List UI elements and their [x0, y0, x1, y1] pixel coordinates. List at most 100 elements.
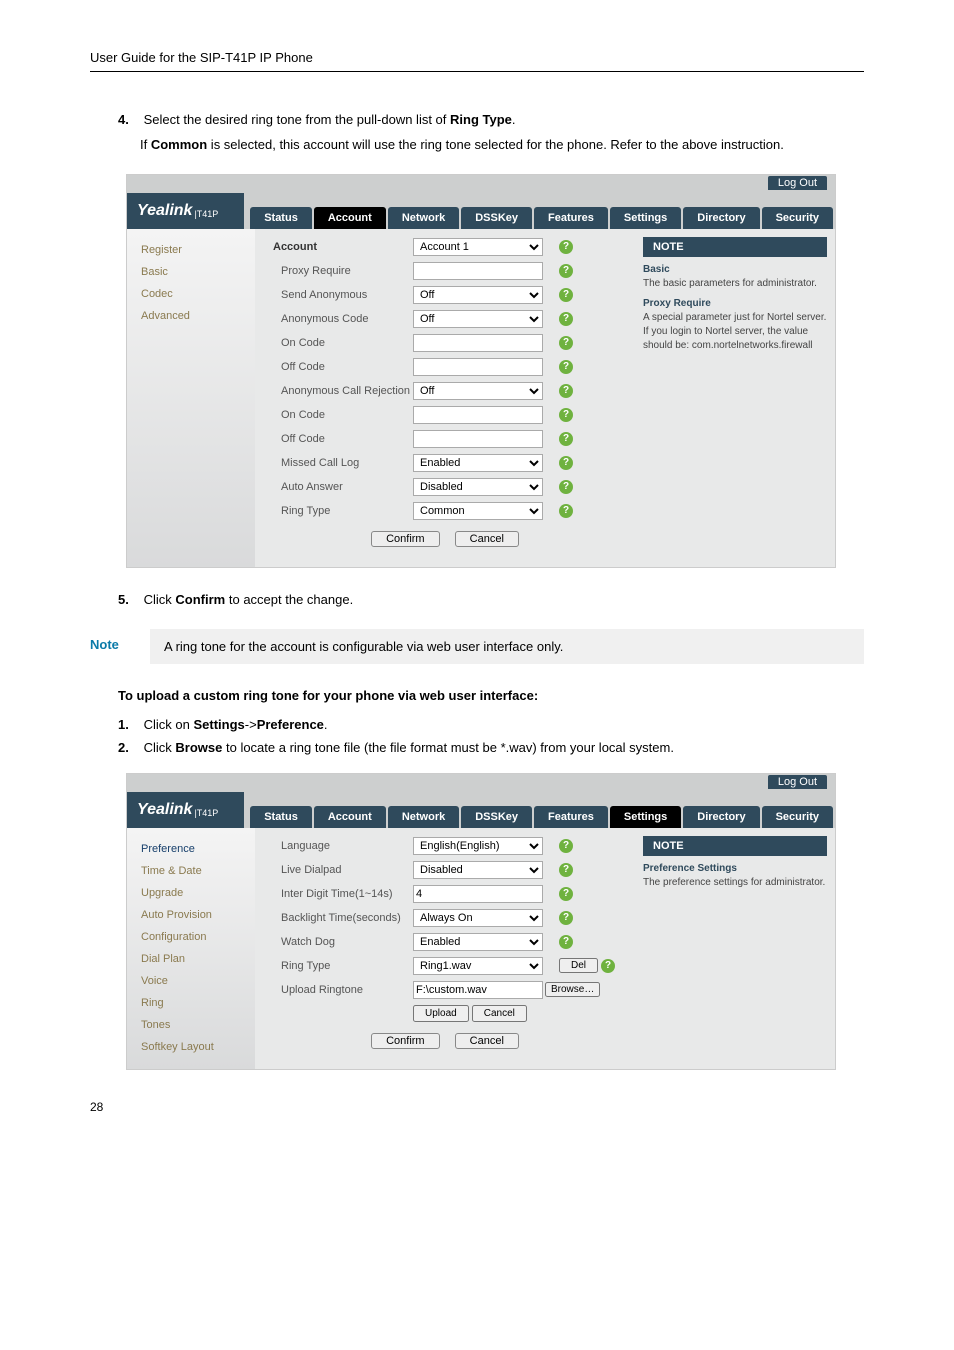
tab-account[interactable]: Account [314, 207, 386, 229]
confirm-button-2[interactable]: Confirm [371, 1033, 440, 1049]
cancel-button-3[interactable]: Cancel [455, 1033, 519, 1049]
logout-link-2[interactable]: Log Out [768, 775, 827, 789]
input-inter[interactable] [413, 885, 543, 903]
sel-account[interactable]: Account 1 [413, 238, 543, 256]
sel-live[interactable]: Disabled [413, 861, 543, 879]
sidebar-codec[interactable]: Codec [127, 283, 255, 305]
input-oncode[interactable] [413, 334, 543, 352]
logout-link[interactable]: Log Out [768, 176, 827, 190]
tab-network[interactable]: Network [388, 207, 459, 229]
step-5-text: Click Confirm to accept the change. [144, 592, 354, 607]
help-icon[interactable]: ? [559, 336, 573, 350]
tab-account-2[interactable]: Account [314, 806, 386, 828]
screenshot-account: Log Out Yealink |T41P Status Account Net… [126, 174, 836, 568]
sel-missed[interactable]: Enabled [413, 454, 543, 472]
lbl-offcode2: Off Code [263, 433, 413, 445]
tab-dsskey[interactable]: DSSKey [461, 207, 532, 229]
lbl-autoans: Auto Answer [263, 481, 413, 493]
sidebar-ring[interactable]: Ring [127, 992, 255, 1014]
help-icon[interactable]: ? [601, 959, 615, 973]
note-header-2: NOTE [643, 836, 827, 856]
step-4-num: 4. [118, 112, 140, 127]
sel-ringtype[interactable]: Common [413, 502, 543, 520]
tab-settings[interactable]: Settings [610, 207, 681, 229]
tab-network-2[interactable]: Network [388, 806, 459, 828]
tab-status[interactable]: Status [250, 207, 312, 229]
brand-text: Yealink [137, 202, 192, 220]
sidebar-timedate[interactable]: Time & Date [127, 860, 255, 882]
step-c2-c: to locate a ring tone file (the file for… [222, 740, 674, 755]
sel-autoans[interactable]: Disabled [413, 478, 543, 496]
sel-anoncode[interactable]: Off [413, 310, 543, 328]
help-icon[interactable]: ? [559, 312, 573, 326]
help-icon[interactable]: ? [559, 887, 573, 901]
sidebar-basic[interactable]: Basic [127, 261, 255, 283]
help-icon[interactable]: ? [559, 288, 573, 302]
sidebar-tones[interactable]: Tones [127, 1014, 255, 1036]
step-4-sub: If Common is selected, this account will… [140, 135, 864, 156]
input-oncode2[interactable] [413, 406, 543, 424]
sidebar-softkey[interactable]: Softkey Layout [127, 1036, 255, 1058]
help-icon[interactable]: ? [559, 863, 573, 877]
input-offcode2[interactable] [413, 430, 543, 448]
cancel-button-2[interactable]: Cancel [472, 1005, 527, 1022]
sel-ringtype2[interactable]: Ring1.wav [413, 957, 543, 975]
sidebar-preference[interactable]: Preference [127, 838, 255, 860]
input-proxy[interactable] [413, 262, 543, 280]
sel-sendanon[interactable]: Off [413, 286, 543, 304]
ring-type-bold: Ring Type [450, 112, 512, 127]
step-c1-end: . [324, 717, 328, 732]
sidebar-config[interactable]: Configuration [127, 926, 255, 948]
sidebar-upgrade[interactable]: Upgrade [127, 882, 255, 904]
note-pref: Preference SettingsThe preference settin… [643, 862, 827, 890]
sel-back[interactable]: Always On [413, 909, 543, 927]
help-icon[interactable]: ? [559, 408, 573, 422]
tab-features[interactable]: Features [534, 207, 608, 229]
sidebar-register[interactable]: Register [127, 239, 255, 261]
tab-directory[interactable]: Directory [683, 207, 759, 229]
lbl-watch: Watch Dog [263, 936, 413, 948]
help-icon[interactable]: ? [559, 264, 573, 278]
tab-dsskey-2[interactable]: DSSKey [461, 806, 532, 828]
note-basic: Basic The basic parameters for administra… [643, 263, 827, 291]
tab-security[interactable]: Security [762, 207, 833, 229]
help-icon[interactable]: ? [559, 360, 573, 374]
upload-button[interactable]: Upload [413, 1005, 469, 1022]
tab-features-2[interactable]: Features [534, 806, 608, 828]
confirm-button[interactable]: Confirm [371, 531, 440, 547]
lbl-back: Backlight Time(seconds) [263, 912, 413, 924]
note-basic-title: Basic [643, 264, 670, 275]
sidebar-dialplan[interactable]: Dial Plan [127, 948, 255, 970]
del-button[interactable]: Del [559, 958, 598, 973]
help-icon[interactable]: ? [559, 935, 573, 949]
help-icon[interactable]: ? [559, 911, 573, 925]
note-proxy: Proxy RequireA special parameter just fo… [643, 297, 827, 353]
sel-anonrej[interactable]: Off [413, 382, 543, 400]
cancel-button[interactable]: Cancel [455, 531, 519, 547]
tab-status-2[interactable]: Status [250, 806, 312, 828]
input-offcode[interactable] [413, 358, 543, 376]
sidebar-voice[interactable]: Voice [127, 970, 255, 992]
help-icon[interactable]: ? [559, 480, 573, 494]
help-icon[interactable]: ? [559, 839, 573, 853]
settings-bold: Settings [193, 717, 244, 732]
input-file[interactable] [413, 981, 543, 999]
help-icon[interactable]: ? [559, 504, 573, 518]
sidebar-autoprov[interactable]: Auto Provision [127, 904, 255, 926]
tab-security-2[interactable]: Security [762, 806, 833, 828]
note-callout: Note A ring tone for the account is conf… [90, 629, 864, 664]
tab-settings-2[interactable]: Settings [610, 806, 681, 828]
step-5: 5. Click Confirm to accept the change. [118, 592, 864, 607]
sel-lang[interactable]: English(English) [413, 837, 543, 855]
sel-watch[interactable]: Enabled [413, 933, 543, 951]
help-icon[interactable]: ? [559, 384, 573, 398]
sidebar-advanced[interactable]: Advanced [127, 305, 255, 327]
help-icon[interactable]: ? [559, 240, 573, 254]
help-icon[interactable]: ? [559, 456, 573, 470]
help-icon[interactable]: ? [559, 432, 573, 446]
note-basic-body: The basic parameters for administrator. [643, 278, 817, 289]
browse-button[interactable]: Browse… [545, 982, 600, 997]
common-bold: Common [151, 137, 207, 152]
tab-directory-2[interactable]: Directory [683, 806, 759, 828]
lbl-inter: Inter Digit Time(1~14s) [263, 888, 413, 900]
